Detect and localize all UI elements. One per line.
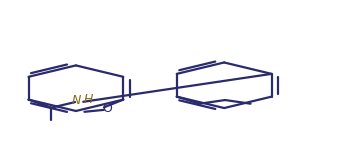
Text: H: H	[83, 93, 92, 106]
Text: N: N	[72, 93, 81, 107]
Text: O: O	[102, 102, 112, 115]
